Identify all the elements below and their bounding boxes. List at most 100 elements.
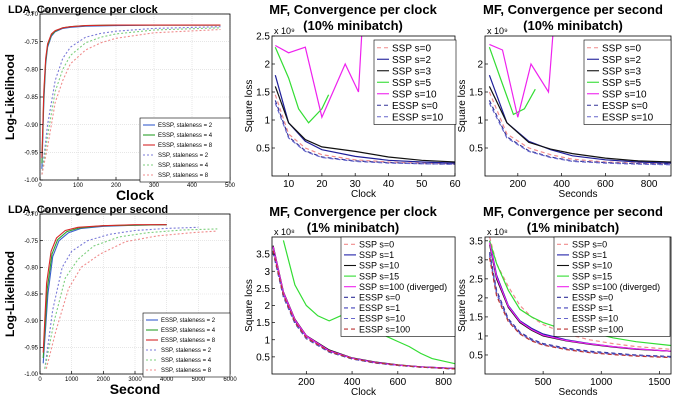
series-line	[489, 36, 554, 118]
y-axis-label: Log-Likelihood	[3, 251, 17, 337]
legend-label: ESSP s=10	[572, 314, 618, 324]
legend-box	[340, 236, 456, 337]
legend-label: ESSP s=100	[359, 324, 410, 334]
y-axis-label: Square loss	[457, 279, 468, 332]
legend-label: SSP s=0	[572, 239, 607, 249]
x-tick-label: 1000	[65, 377, 79, 383]
legend-label: ESSP s=10	[392, 112, 444, 123]
x-tick-label: 200	[509, 179, 526, 190]
y-tick-label: 0.5	[256, 352, 270, 363]
y-tick-label: -0.95	[24, 345, 38, 351]
y-tick-label: -0.70	[24, 12, 38, 18]
legend-label: SSP s=10	[392, 89, 437, 100]
y-tick-label: -1.00	[24, 178, 38, 184]
legend-label: SSP s=2	[392, 55, 431, 66]
legend-label: SSP s=5	[392, 78, 431, 89]
y-tick-label: -0.95	[24, 150, 38, 156]
series-line	[45, 230, 218, 369]
chart-title: LDA, Convergence per second	[8, 204, 169, 216]
x-tick-label: 600	[389, 377, 406, 388]
y-tick-label: 1	[477, 331, 483, 342]
y-tick-label: 2.5	[256, 284, 270, 295]
series-line	[488, 86, 671, 163]
chart-title: LDA, Convergence per clock	[8, 4, 158, 16]
legend-label: ESSP s=10	[359, 314, 405, 324]
legend-label: SSP s=5	[602, 78, 641, 89]
legend-label: SSP, staleness = 8	[161, 368, 212, 374]
y-tick-label: 3.5	[256, 250, 270, 261]
legend-label: SSP s=15	[572, 271, 612, 281]
chart-title: MF, Convergence per second	[483, 2, 663, 17]
legend-label: ESSP s=0	[392, 101, 438, 112]
y-tick-label: 0.5	[256, 144, 270, 155]
legend-box	[553, 236, 671, 337]
legend-label: SSP s=1	[572, 250, 607, 260]
series-line	[41, 28, 221, 175]
y-tick-label: -0.70	[24, 212, 38, 218]
x-tick-label: 400	[187, 183, 198, 189]
legend-label: ESSP, staleness = 4	[161, 328, 216, 334]
y-tick-label: -0.90	[24, 123, 38, 129]
y-tick-label: -0.85	[24, 292, 38, 298]
x-tick-label: 1000	[590, 377, 613, 388]
x-tick-label: 800	[435, 377, 452, 388]
legend-box	[142, 312, 231, 378]
y-axis-label: Log-Likelihood	[3, 54, 17, 140]
x-axis-label: Seconds	[559, 387, 598, 398]
series-line	[275, 36, 363, 120]
x-tick-label: 40	[383, 179, 395, 190]
y-tick-label: 1.5	[256, 318, 270, 329]
y-tick-label: 2.5	[256, 32, 270, 43]
series-line	[42, 224, 167, 353]
legend-label: SSP s=1	[359, 250, 394, 260]
legend-label: SSP s=10	[572, 261, 612, 271]
series-line	[274, 102, 455, 165]
y-tick-label: 0.5	[469, 350, 483, 361]
legend-label: SSP s=3	[602, 66, 641, 77]
x-axis-label: Clock	[351, 387, 377, 398]
legend-label: SSP s=100 (diverged)	[572, 282, 660, 292]
chart-subtitle: (1% minibatch)	[526, 220, 620, 235]
x-tick-label: 5000	[192, 377, 206, 383]
series-line	[488, 46, 536, 116]
legend-label: ESSP s=1	[359, 303, 400, 313]
y-tick-label: 1	[477, 116, 483, 127]
axis-exponent-label: x 10⁹	[274, 26, 295, 36]
x-tick-label: 500	[225, 183, 236, 189]
x-tick-label: 800	[641, 179, 658, 190]
y-tick-label: 2.5	[469, 274, 483, 285]
legend-label: SSP, staleness = 2	[158, 153, 209, 159]
y-tick-label: 3	[264, 267, 270, 278]
chart-title: MF, Convergence per clock	[269, 2, 437, 17]
legend-label: SSP s=2	[602, 55, 641, 66]
legend-label: SSP s=0	[392, 43, 431, 54]
axis-exponent-label: x 10⁸	[274, 227, 295, 237]
legend-label: ESSP, staleness = 8	[161, 338, 216, 344]
series-line	[41, 27, 221, 175]
series-line	[489, 257, 671, 359]
x-axis-label: Second	[110, 381, 161, 397]
y-tick-label: -0.75	[24, 239, 38, 245]
legend-label: ESSP s=10	[602, 112, 654, 123]
x-tick-label: 400	[553, 179, 570, 190]
y-tick-label: -1.00	[24, 372, 38, 378]
y-axis-label: Square loss	[244, 279, 255, 332]
y-tick-label: 3.5	[469, 236, 483, 247]
legend-label: ESSP s=0	[359, 292, 400, 302]
x-tick-label: 600	[597, 179, 614, 190]
series-line	[274, 100, 455, 165]
y-tick-label: -0.75	[24, 40, 38, 46]
legend-label: SSP s=10	[359, 261, 399, 271]
legend-label: SSP, staleness = 8	[158, 173, 209, 179]
y-tick-label: 2	[477, 60, 483, 71]
x-tick-label: 1500	[648, 377, 671, 388]
x-tick-label: 3000	[128, 377, 142, 383]
x-tick-label: 200	[298, 377, 315, 388]
x-tick-label: 100	[73, 183, 84, 189]
chart-title: MF, Convergence per clock	[269, 204, 437, 219]
legend-label: SSP s=3	[392, 66, 431, 77]
